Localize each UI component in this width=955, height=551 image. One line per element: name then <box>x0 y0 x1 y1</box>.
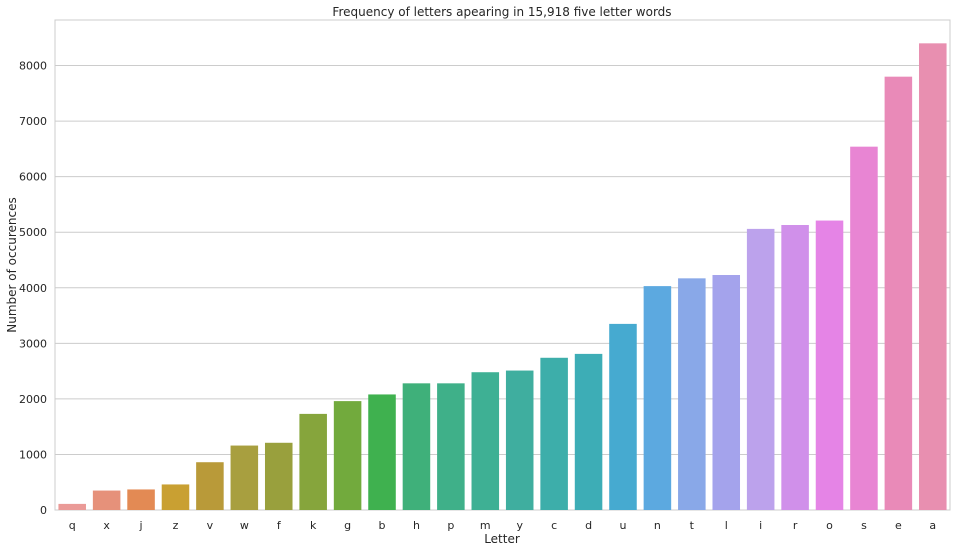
y-tick-label: 2000 <box>19 393 47 406</box>
bar-g <box>333 401 362 510</box>
x-tick-label: d <box>585 519 592 532</box>
bar-l <box>712 275 741 510</box>
bar-h <box>402 383 431 510</box>
bar-u <box>609 323 637 510</box>
bar-f <box>264 442 293 510</box>
x-tick-label: j <box>139 519 143 532</box>
y-axis-label: Number of occurences <box>5 197 19 332</box>
y-tick-labels: 0 1000 2000 3000 4000 5000 6000 7000 8000 <box>19 60 47 517</box>
x-tick-label: t <box>690 519 695 532</box>
bar-p <box>437 383 465 510</box>
bar-d <box>574 353 603 510</box>
bar-v <box>196 462 224 510</box>
bar-s <box>850 146 878 510</box>
bar-w <box>230 445 259 510</box>
x-tick-label: k <box>310 519 317 532</box>
bar-n <box>643 286 672 510</box>
x-tick-label: x <box>103 519 110 532</box>
x-tick-label: r <box>793 519 798 532</box>
bars <box>58 43 947 511</box>
x-tick-label: b <box>379 519 386 532</box>
x-tick-label: s <box>861 519 867 532</box>
x-tick-label: z <box>173 519 179 532</box>
bar-c <box>540 357 568 510</box>
x-tick-label: m <box>480 519 491 532</box>
x-tick-label: e <box>895 519 902 532</box>
bar-z <box>161 484 190 510</box>
bar-i <box>746 228 775 510</box>
x-tick-label: q <box>69 519 76 532</box>
x-tick-label: i <box>759 519 762 532</box>
y-tick-label: 8000 <box>19 60 47 73</box>
bar-t <box>678 278 706 510</box>
y-tick-label: 0 <box>40 504 47 517</box>
bar-e <box>884 76 913 511</box>
bar-a <box>919 43 947 510</box>
x-tick-label: o <box>826 519 833 532</box>
bar-j <box>127 489 155 510</box>
x-tick-label: h <box>413 519 420 532</box>
x-tick-label: n <box>654 519 661 532</box>
x-axis-label: Letter <box>484 532 520 546</box>
x-tick-label: c <box>551 519 557 532</box>
x-tick-label: w <box>240 519 249 532</box>
x-tick-label: a <box>929 519 936 532</box>
x-tick-label: l <box>725 519 728 532</box>
x-tick-label: y <box>516 519 523 532</box>
chart-title: Frequency of letters apearing in 15,918 … <box>332 5 671 19</box>
bar-b <box>368 394 396 510</box>
bar-x <box>92 490 121 510</box>
y-tick-label: 4000 <box>19 282 47 295</box>
bar-o <box>815 220 844 511</box>
x-tick-label: g <box>344 519 351 532</box>
bar-m <box>471 372 500 510</box>
x-tick-label: u <box>619 519 626 532</box>
bar-r <box>781 225 809 510</box>
x-tick-label: p <box>447 519 454 532</box>
bar-k <box>299 413 327 510</box>
y-tick-label: 1000 <box>19 448 47 461</box>
y-tick-label: 3000 <box>19 337 47 350</box>
x-tick-label: v <box>207 519 214 532</box>
bar-q <box>58 503 86 510</box>
x-tick-label: f <box>277 519 282 532</box>
y-tick-label: 7000 <box>19 115 47 128</box>
bar-y <box>505 370 534 510</box>
y-tick-label: 6000 <box>19 171 47 184</box>
y-tick-label: 5000 <box>19 226 47 239</box>
